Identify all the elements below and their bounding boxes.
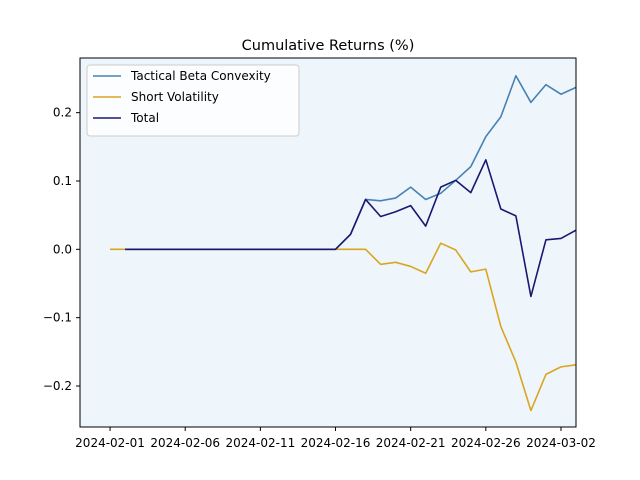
y-tick-label: 0.0: [53, 242, 72, 256]
series-layer: [110, 74, 577, 412]
legend-label-short-volatility: Short Volatility: [131, 90, 219, 104]
chart-title: Cumulative Returns (%): [242, 38, 415, 54]
x-tick-label: 2024-02-16: [301, 436, 371, 450]
axes-layer: 2024-02-01 2024-02-06 2024-02-11 2024-02-16…: [43, 57, 596, 450]
x-tick-label: 2024-02-06: [150, 436, 220, 450]
x-tick-label: 2024-03-02: [526, 436, 596, 450]
x-tick-label: 2024-02-01: [75, 436, 145, 450]
series-line-total: [125, 159, 577, 298]
x-tick-label: 2024-02-11: [225, 436, 295, 450]
y-tick-label: −0.2: [43, 379, 72, 393]
y-tick-label: 0.2: [53, 106, 72, 120]
legend: Tactical Beta Convexity Short Volatility T…: [86, 64, 300, 137]
x-tick-label: 2024-02-26: [451, 436, 521, 450]
legend-label-tactical-beta-convexity: Tactical Beta Convexity: [130, 69, 271, 83]
axes-frame: [79, 57, 577, 428]
legend-label-total: Total: [130, 111, 159, 125]
legend-box: [86, 64, 300, 137]
x-tick-label: 2024-02-21: [376, 436, 446, 450]
y-tick-label: 0.1: [53, 174, 72, 188]
y-tick-label: −0.1: [43, 311, 72, 325]
